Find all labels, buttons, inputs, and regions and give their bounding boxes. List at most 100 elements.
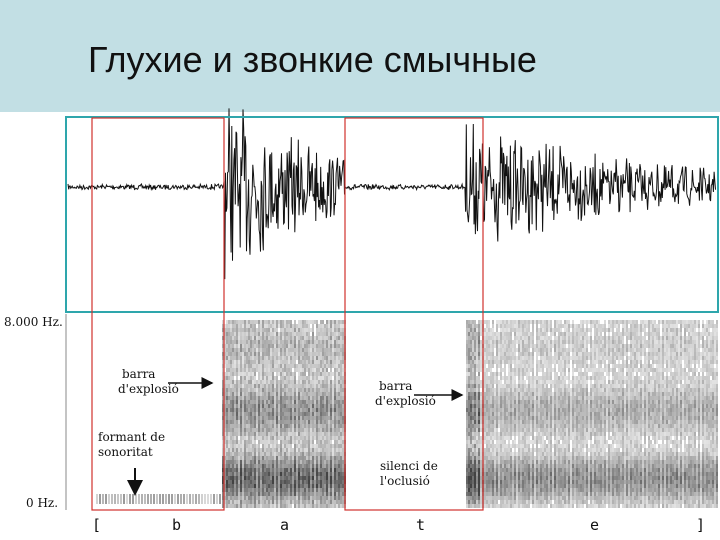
spectro-cell [496, 372, 498, 376]
spectro-cell [546, 472, 548, 476]
spectro-cell [550, 368, 552, 372]
spectro-cell [528, 456, 530, 460]
spectro-cell [270, 444, 272, 448]
spectro-cell [270, 360, 272, 364]
spectro-cell [240, 468, 242, 472]
spectro-cell [498, 392, 500, 396]
spectro-cell [528, 364, 530, 368]
spectro-cell [332, 392, 334, 396]
spectro-cell [330, 364, 332, 368]
spectro-cell [276, 448, 278, 452]
spectro-cell [478, 428, 480, 432]
spectro-cell [522, 376, 524, 380]
spectro-cell [470, 496, 472, 500]
spectro-cell [272, 484, 274, 488]
spectro-cell [228, 408, 230, 412]
spectro-cell [514, 380, 516, 384]
spectro-cell [238, 328, 240, 332]
spectro-cell [330, 492, 332, 496]
spectro-cell [506, 480, 508, 484]
spectro-cell [284, 328, 286, 332]
spectro-cell [278, 492, 280, 496]
spectro-cell [310, 488, 312, 492]
spectro-cell [470, 340, 472, 344]
spectro-cell [336, 328, 338, 332]
spectro-cell [278, 496, 280, 500]
spectro-cell [288, 460, 290, 464]
spectro-cell [326, 468, 328, 472]
spectro-cell [242, 464, 244, 468]
spectro-cell [300, 436, 302, 440]
spectro-cell [474, 412, 476, 416]
spectro-cell [238, 332, 240, 336]
spectro-cell [306, 392, 308, 396]
spectro-cell [256, 408, 258, 412]
spectro-cell [514, 492, 516, 496]
spectro-cell [488, 464, 490, 468]
spectro-cell [498, 320, 500, 324]
spectro-cell [532, 412, 534, 416]
spectro-cell [468, 488, 470, 492]
spectro-cell [480, 500, 482, 504]
spectro-cell [340, 380, 342, 384]
spectro-cell [262, 500, 264, 504]
spectro-cell [506, 348, 508, 352]
spectro-cell [554, 480, 556, 484]
spectro-cell [556, 344, 558, 348]
spectro-cell [536, 496, 538, 500]
spectro-cell [552, 356, 554, 360]
spectro-cell [490, 432, 492, 436]
spectro-cell [226, 476, 228, 480]
spectro-cell [326, 408, 328, 412]
spectro-cell [222, 324, 224, 328]
spectro-cell [250, 400, 252, 404]
spectro-cell [500, 504, 502, 508]
spectro-cell [478, 500, 480, 504]
spectro-cell [270, 500, 272, 504]
spectro-cell [254, 352, 256, 356]
spectro-cell [546, 484, 548, 488]
spectro-cell [516, 488, 518, 492]
spectro-cell [490, 388, 492, 392]
spectro-cell [558, 400, 560, 404]
spectro-cell [524, 384, 526, 388]
spectro-cell [266, 480, 268, 484]
spectro-cell [230, 372, 232, 376]
spectro-cell [552, 368, 554, 372]
spectro-cell [554, 472, 556, 476]
spectro-cell [280, 408, 282, 412]
spectro-cell [258, 368, 260, 372]
spectro-cell [242, 484, 244, 488]
spectro-cell [284, 484, 286, 488]
spectro-cell [282, 396, 284, 400]
spectro-cell [298, 392, 300, 396]
spectro-cell [544, 428, 546, 432]
spectro-cell [222, 396, 224, 400]
spectro-cell [264, 324, 266, 328]
spectro-cell [494, 432, 496, 436]
spectro-cell [328, 380, 330, 384]
spectro-cell [466, 428, 468, 432]
spectro-cell [272, 424, 274, 428]
spectro-cell [320, 432, 322, 436]
spectro-cell [494, 480, 496, 484]
spectro-cell [496, 376, 498, 380]
spectro-cell [526, 348, 528, 352]
spectro-cell [536, 364, 538, 368]
spectro-cell [228, 420, 230, 424]
spectro-cell [288, 436, 290, 440]
spectro-cell [272, 464, 274, 468]
spectro-cell [274, 408, 276, 412]
spectro-cell [496, 352, 498, 356]
spectro-cell [472, 432, 474, 436]
spectro-cell [486, 432, 488, 436]
spectro-cell [282, 472, 284, 476]
spectro-cell [496, 428, 498, 432]
spectro-cell [250, 416, 252, 420]
spectro-cell [278, 504, 280, 508]
spectro-cell [276, 332, 278, 336]
spectro-cell [314, 448, 316, 452]
spectro-cell [244, 360, 246, 364]
spectro-cell [330, 404, 332, 408]
spectro-cell [226, 364, 228, 368]
